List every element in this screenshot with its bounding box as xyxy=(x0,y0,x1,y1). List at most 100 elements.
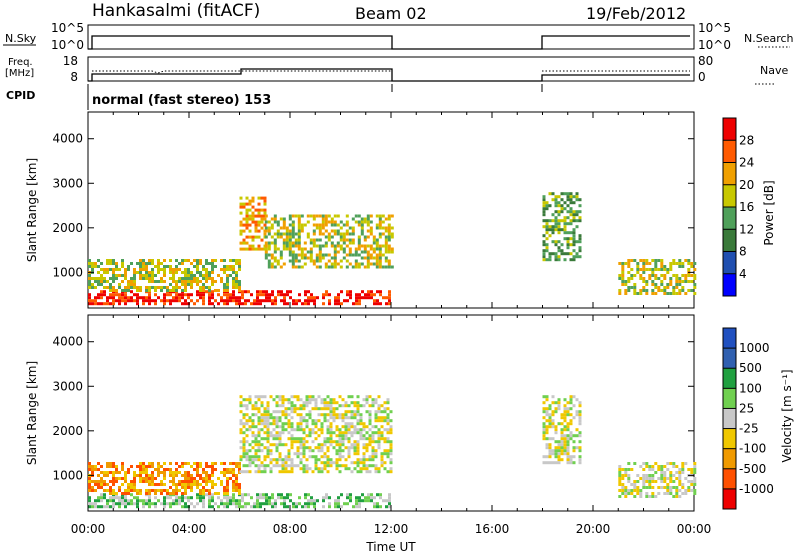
power-cell xyxy=(333,220,337,224)
velocity-cell xyxy=(214,462,217,465)
power-cell xyxy=(154,286,157,289)
velocity-cell xyxy=(97,496,100,500)
power-cell xyxy=(366,223,370,227)
power-cell xyxy=(208,271,211,274)
velocity-cell xyxy=(678,495,682,498)
power-cell xyxy=(298,293,301,297)
power-cell xyxy=(121,265,124,268)
power-cell xyxy=(160,262,163,265)
velocity-cell xyxy=(380,419,384,423)
power-cell xyxy=(251,247,255,251)
power-cell xyxy=(385,296,388,300)
power-cell xyxy=(115,293,118,297)
power-cell xyxy=(295,299,298,303)
velocity-cell xyxy=(569,458,573,462)
velocity-cell xyxy=(346,496,349,500)
power-cell xyxy=(232,280,235,283)
power-cell xyxy=(388,290,391,294)
velocity-cell xyxy=(572,461,576,465)
velocity-cell xyxy=(196,468,199,471)
velocity-cell xyxy=(121,477,124,480)
velocity-cell xyxy=(338,431,342,435)
velocity-cell xyxy=(248,449,252,453)
velocity-cell xyxy=(554,425,558,429)
velocity-cell xyxy=(548,437,552,441)
velocity-cell xyxy=(350,461,354,465)
power-cell xyxy=(378,223,382,227)
velocity-cell xyxy=(299,446,303,450)
velocity-cell xyxy=(280,502,283,506)
power-cell xyxy=(372,235,376,239)
velocity-cell xyxy=(266,431,270,435)
velocity-cell xyxy=(305,434,309,438)
velocity-cell xyxy=(178,489,181,492)
velocity-cell xyxy=(320,398,324,402)
power-cell xyxy=(542,249,546,253)
power-cell xyxy=(175,293,178,297)
velocity-cell xyxy=(154,483,157,486)
power-cell xyxy=(268,293,271,297)
power-cell xyxy=(651,271,655,274)
velocity-cell xyxy=(356,419,360,423)
xtick-label: 16:00 xyxy=(475,522,510,536)
power-cell xyxy=(291,256,295,260)
velocity-cell xyxy=(338,452,342,456)
power-cell xyxy=(181,277,184,280)
power-cell xyxy=(384,226,388,230)
velocity-cell xyxy=(666,492,670,495)
power-cell xyxy=(554,258,558,262)
velocity-cell xyxy=(350,413,354,417)
power-cell xyxy=(190,262,193,265)
velocity-cell xyxy=(302,470,306,474)
velocity-cell xyxy=(106,489,109,492)
power-cell xyxy=(288,229,292,233)
velocity-cell xyxy=(112,496,115,500)
velocity-cell xyxy=(100,486,103,489)
power-cell xyxy=(575,192,579,196)
velocity-cell xyxy=(356,410,360,414)
velocity-cell xyxy=(693,465,697,468)
velocity-cell xyxy=(124,474,127,477)
velocity-cell xyxy=(281,461,285,465)
power-cell xyxy=(318,247,322,251)
power-cell xyxy=(196,277,199,280)
velocity-cell xyxy=(344,434,348,438)
velocity-cell xyxy=(560,431,564,435)
power-cell xyxy=(557,195,561,199)
power-cell xyxy=(372,262,376,266)
power-cell xyxy=(569,222,573,226)
velocity-cell xyxy=(368,443,372,447)
power-cell xyxy=(624,283,628,286)
power-cell xyxy=(157,265,160,268)
velocity-cell xyxy=(370,493,373,497)
power-cell xyxy=(133,293,136,297)
power-cell xyxy=(270,217,274,221)
velocity-cell xyxy=(648,480,652,483)
power-cell xyxy=(333,253,337,257)
velocity-cell xyxy=(278,419,282,423)
velocity-cell xyxy=(154,489,157,492)
power-cell xyxy=(288,214,292,218)
velocity-cell xyxy=(245,464,249,468)
power-cell xyxy=(563,252,567,256)
power-cell xyxy=(551,213,555,217)
velocity-cell xyxy=(383,449,387,453)
power-cell xyxy=(242,229,246,233)
power-cell xyxy=(360,220,364,224)
power-cell xyxy=(205,286,208,289)
velocity-cell xyxy=(371,425,375,429)
power-cell xyxy=(672,286,676,289)
power-cell xyxy=(263,211,267,215)
power-cell xyxy=(263,208,267,212)
velocity-cell xyxy=(266,449,270,453)
power-cell xyxy=(254,226,258,230)
velocity-cell xyxy=(272,410,276,414)
power-cell xyxy=(202,296,205,300)
velocity-cell xyxy=(145,471,148,474)
velocity-cell xyxy=(310,499,313,503)
velocity-ylabel: Slant Range [km] xyxy=(25,361,39,465)
velocity-cell xyxy=(578,422,582,426)
velocity-cell xyxy=(672,486,676,489)
velocity-cell xyxy=(245,449,249,453)
velocity-cell xyxy=(157,474,160,477)
